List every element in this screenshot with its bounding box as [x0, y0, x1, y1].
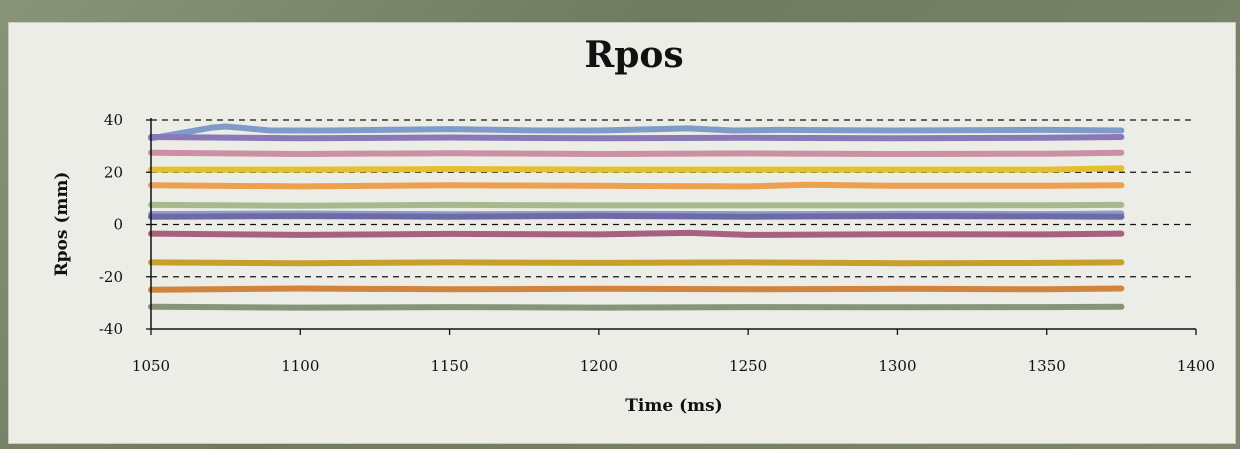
- series-group: [148, 123, 1125, 311]
- x-tick-label: 1350: [1028, 357, 1066, 375]
- x-axis-title: Time (ms): [625, 396, 722, 416]
- series-line-5: [148, 181, 1125, 190]
- y-tick-label: 40: [104, 111, 123, 129]
- x-tick-label: 1100: [281, 357, 319, 375]
- tick-labels: 40 20 0 -20 -40 1050 1100 1150 1200 1250 1300 1350 1…: [99, 111, 1215, 375]
- series-line-9: [148, 229, 1125, 238]
- series-line-11: [148, 285, 1125, 293]
- chart-panel: Rpos 40 20 0 -20 -40 1050 1100 1150 1200 1250 1300…: [8, 22, 1236, 444]
- y-tick-label: -20: [99, 268, 123, 286]
- series-line-4: [148, 165, 1125, 173]
- series-line-8: [148, 212, 1125, 220]
- series-line-2: [148, 134, 1125, 142]
- series-line-10: [148, 259, 1125, 267]
- series-line-3: [148, 149, 1125, 157]
- x-tick-label: 1200: [580, 357, 618, 375]
- y-tick-label: 0: [113, 216, 123, 234]
- series-line-1: [148, 123, 1125, 142]
- y-tick-label: -40: [99, 320, 123, 338]
- x-tick-label: 1250: [729, 357, 767, 375]
- rpos-line-chart: Rpos 40 20 0 -20 -40 1050 1100 1150 1200 1250 1300…: [52, 34, 1215, 416]
- x-tick-label: 1150: [430, 357, 468, 375]
- y-tick-label: 20: [104, 163, 123, 181]
- axes: [150, 118, 1196, 330]
- x-tick-label: 1400: [1177, 357, 1215, 375]
- grid-lines: [151, 119, 1196, 278]
- x-tick-label: 1050: [132, 357, 170, 375]
- series-line-12: [148, 303, 1125, 311]
- x-tick-label: 1300: [878, 357, 916, 375]
- y-axis-title: Rpos (mm): [52, 172, 72, 277]
- chart-title: Rpos: [584, 34, 683, 76]
- series-line-6: [148, 201, 1125, 209]
